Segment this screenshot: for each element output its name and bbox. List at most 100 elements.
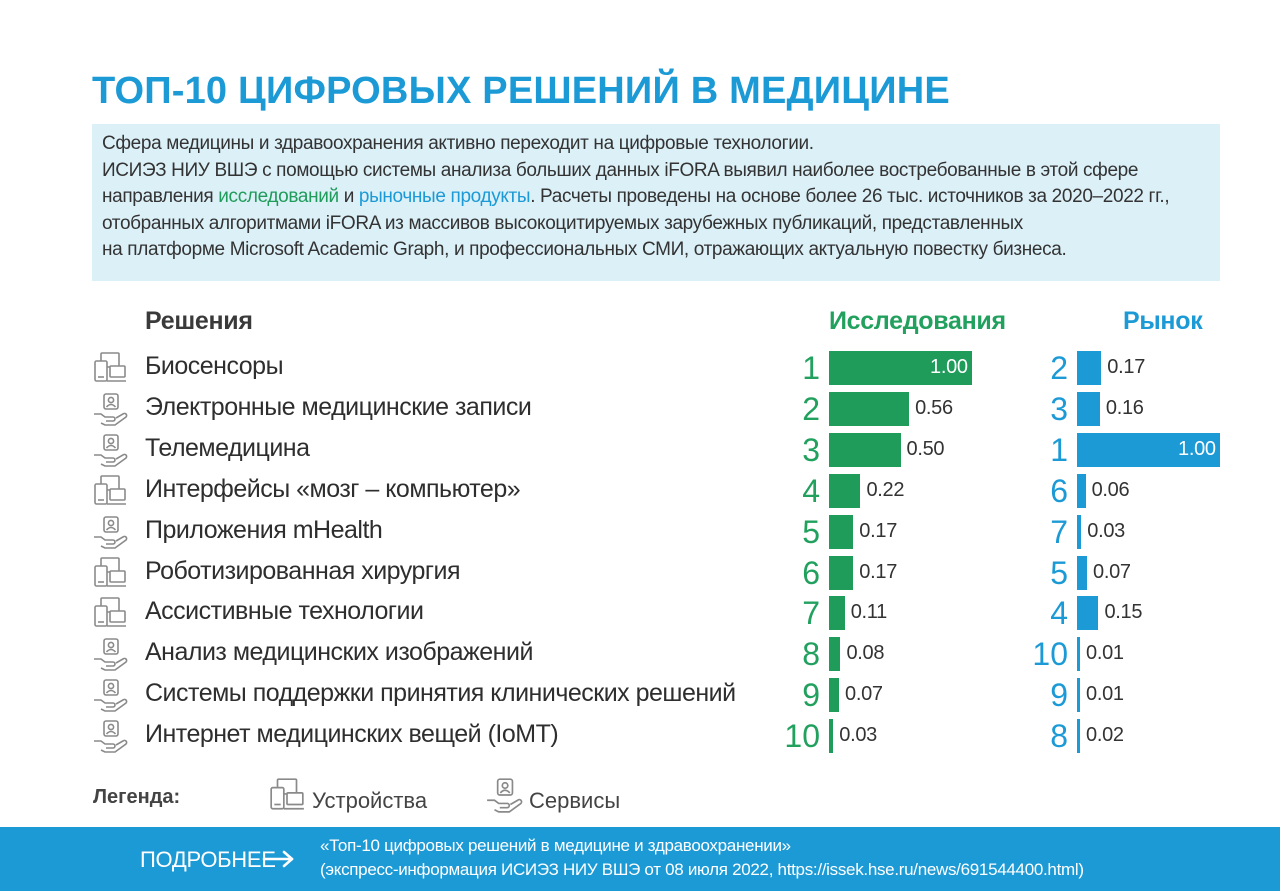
research-bar bbox=[829, 719, 834, 754]
reference-line-1: «Топ-10 цифровых решений в медицине и зд… bbox=[320, 836, 791, 855]
research-value-label: 0.08 bbox=[846, 642, 885, 665]
market-value-label: 0.15 bbox=[1104, 601, 1143, 624]
devices-icon bbox=[94, 556, 126, 587]
market-bar bbox=[1077, 351, 1102, 385]
market-bar bbox=[1077, 596, 1099, 631]
reference-line-2: (экспресс-информация ИСИЭЗ НИУ ВШЭ от 08… bbox=[320, 860, 1084, 879]
services-icon bbox=[94, 720, 128, 753]
research-rank: 9 bbox=[802, 677, 820, 714]
intro-line-3: направления исследований и рыночные прод… bbox=[102, 186, 1170, 207]
research-value-label: 1.00 bbox=[930, 356, 968, 378]
market-value-label: 0.03 bbox=[1087, 519, 1126, 542]
research-rank: 2 bbox=[802, 390, 820, 427]
market-bar bbox=[1077, 719, 1080, 754]
research-bar bbox=[829, 678, 839, 713]
solution-label: Интернет медицинских вещей (IoMT) bbox=[145, 720, 559, 749]
intro-box: Сфера медицины и здравоохранения активно… bbox=[92, 124, 1220, 281]
intro-line-2: ИСИЭЗ НИУ ВШЭ с помощью системы анализа … bbox=[102, 159, 1139, 181]
market-bar bbox=[1077, 432, 1220, 467]
chart-row: Роботизированная хирургия 6 0.17 5 0.07 bbox=[0, 553, 1280, 593]
market-rank: 4 bbox=[1050, 595, 1068, 632]
devices-icon bbox=[94, 474, 126, 505]
research-value-label: 0.56 bbox=[915, 396, 953, 419]
market-bar bbox=[1077, 473, 1086, 508]
chart-row: Приложения mHealth 5 0.17 7 0.03 bbox=[0, 512, 1280, 552]
solution-label: Системы поддержки принятия клинических р… bbox=[145, 679, 736, 708]
market-rank: 3 bbox=[1050, 390, 1068, 427]
services-icon bbox=[94, 393, 128, 426]
legend-devices-label: Устройства bbox=[312, 788, 428, 813]
footer-banner: ПОДРОБНЕЕ «Топ-10 цифровых решений в мед… bbox=[0, 827, 1280, 891]
market-rank: 7 bbox=[1050, 513, 1068, 550]
market-rank: 2 bbox=[1050, 350, 1068, 386]
chart-row: Электронные медицинские записи 2 0.56 3 0.16 bbox=[0, 389, 1280, 429]
market-value-label: 0.17 bbox=[1107, 356, 1146, 378]
research-value-label: 0.11 bbox=[850, 601, 888, 624]
market-rank: 5 bbox=[1050, 554, 1068, 591]
more-link[interactable]: ПОДРОБНЕЕ bbox=[140, 847, 276, 872]
market-bar bbox=[1077, 637, 1080, 672]
research-value-label: 0.17 bbox=[859, 560, 898, 583]
research-value-label: 0.22 bbox=[866, 478, 905, 501]
research-bar bbox=[829, 514, 854, 549]
research-value-label: 0.03 bbox=[839, 724, 878, 747]
services-icon bbox=[487, 778, 523, 813]
solution-label: Биосенсоры bbox=[145, 352, 284, 380]
market-bar bbox=[1077, 391, 1100, 426]
market-rank: 8 bbox=[1050, 718, 1068, 755]
market-highlight: рыночные продукты bbox=[358, 186, 531, 207]
header-solutions: Решения bbox=[145, 307, 253, 335]
chart-row: Системы поддержки принятия клинических р… bbox=[0, 675, 1280, 715]
market-rank: 9 bbox=[1050, 677, 1068, 714]
services-icon bbox=[94, 638, 128, 672]
services-icon bbox=[94, 679, 128, 712]
solution-label: Ассистивные технологии bbox=[145, 597, 424, 626]
research-highlight: исследований bbox=[218, 186, 339, 207]
intro-line-4: отобранных алгоритмами iFORA из массивов… bbox=[102, 212, 1023, 234]
research-bar bbox=[829, 555, 854, 590]
solution-label: Приложения mHealth bbox=[145, 515, 383, 544]
research-value-label: 0.07 bbox=[845, 683, 883, 706]
research-bar bbox=[829, 596, 845, 631]
arrow-right-icon bbox=[262, 850, 294, 868]
header-market: Рынок bbox=[1123, 307, 1203, 335]
market-value-label: 0.01 bbox=[1086, 683, 1124, 706]
solution-label: Телемедицина bbox=[145, 433, 310, 462]
market-rank: 1 bbox=[1050, 431, 1068, 468]
intro-line-1: Сфера медицины и здравоохранения активно… bbox=[102, 133, 814, 154]
research-rank: 3 bbox=[802, 431, 820, 468]
market-value-label: 0.02 bbox=[1086, 724, 1124, 747]
legend-label: Легенда: bbox=[93, 786, 181, 808]
legend-services-label: Сервисы bbox=[529, 788, 621, 813]
chart-row: Анализ медицинских изображений 8 0.08 10 0.0… bbox=[0, 634, 1280, 674]
devices-icon bbox=[270, 778, 304, 810]
market-bar bbox=[1077, 514, 1082, 549]
solution-label: Интерфейсы «мозг – компьютер» bbox=[145, 474, 521, 503]
research-rank: 7 bbox=[802, 595, 820, 632]
research-bar bbox=[829, 473, 861, 508]
chart-row: Биосенсоры 1 1.00 2 0.17 bbox=[0, 348, 1280, 388]
research-bar bbox=[829, 637, 841, 672]
research-bar bbox=[829, 391, 910, 426]
services-icon bbox=[94, 433, 128, 467]
research-rank: 1 bbox=[802, 350, 820, 386]
solution-label: Электронные медицинские записи bbox=[145, 392, 532, 421]
chart-row: Ассистивные технологии 7 0.11 4 0.15 bbox=[0, 593, 1280, 633]
market-value-label: 0.06 bbox=[1091, 478, 1130, 501]
page-title: ТОП-10 ЦИФРОВЫХ РЕШЕНИЙ В МЕДИЦИНЕ bbox=[92, 70, 950, 112]
solution-label: Роботизированная хирургия bbox=[145, 556, 461, 585]
market-value-label: 0.07 bbox=[1093, 560, 1131, 583]
devices-icon bbox=[94, 352, 126, 382]
market-bar bbox=[1077, 678, 1080, 713]
chart-row: Интерфейсы «мозг – компьютер» 4 0.22 6 0.06 bbox=[0, 471, 1280, 511]
market-bar bbox=[1077, 555, 1087, 590]
research-bar bbox=[829, 351, 972, 385]
market-value-label: 0.16 bbox=[1105, 396, 1144, 419]
research-value-label: 0.50 bbox=[906, 437, 945, 460]
research-value-label: 0.17 bbox=[859, 519, 898, 542]
chart-row: Телемедицина 3 0.50 1 1.00 bbox=[0, 430, 1280, 470]
intro-line-5: на платформе Microsoft Academic Graph, и… bbox=[102, 239, 1067, 260]
reference-text: «Топ-10 цифровых решений в медицине и зд… bbox=[320, 834, 1084, 882]
research-rank: 10 bbox=[784, 718, 820, 755]
